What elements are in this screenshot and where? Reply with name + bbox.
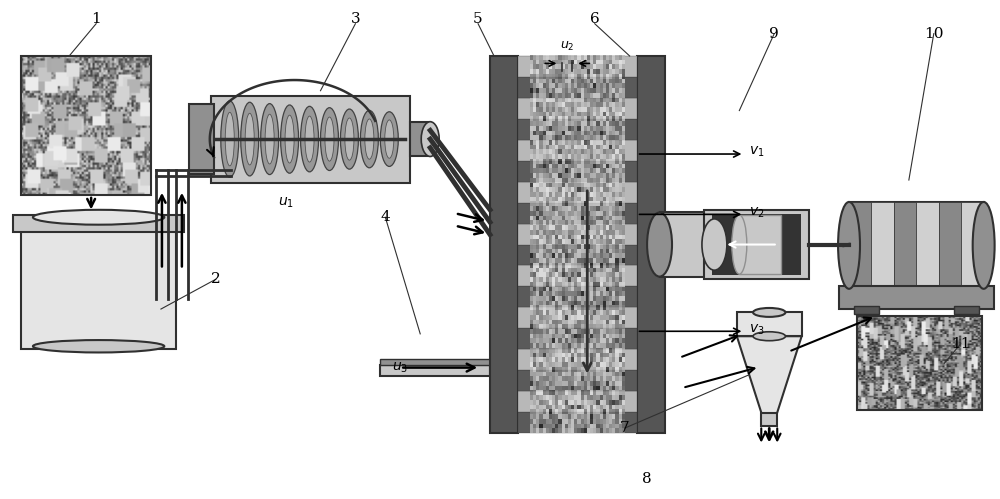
Ellipse shape bbox=[838, 202, 860, 289]
Bar bbox=[211, 96, 410, 183]
Bar bbox=[961, 202, 984, 289]
Text: $v_1$: $v_1$ bbox=[749, 145, 765, 159]
Ellipse shape bbox=[281, 105, 299, 173]
Ellipse shape bbox=[285, 115, 294, 163]
Bar bbox=[660, 213, 714, 276]
Bar bbox=[518, 391, 637, 412]
Bar bbox=[518, 98, 637, 119]
Ellipse shape bbox=[241, 102, 259, 176]
Bar bbox=[854, 306, 879, 313]
Bar bbox=[637, 56, 665, 433]
Text: 5: 5 bbox=[473, 12, 483, 26]
Text: 9: 9 bbox=[769, 26, 779, 40]
Bar bbox=[739, 215, 781, 274]
Bar bbox=[871, 202, 894, 289]
Bar bbox=[21, 220, 176, 349]
Text: 6: 6 bbox=[590, 12, 600, 26]
Text: 3: 3 bbox=[351, 12, 360, 26]
Ellipse shape bbox=[345, 118, 354, 160]
Ellipse shape bbox=[340, 109, 358, 169]
Bar bbox=[518, 182, 637, 203]
Text: $u_1$: $u_1$ bbox=[278, 195, 294, 210]
Ellipse shape bbox=[365, 119, 374, 159]
Ellipse shape bbox=[245, 113, 254, 165]
Bar bbox=[518, 161, 637, 182]
Bar bbox=[704, 210, 809, 279]
Ellipse shape bbox=[325, 117, 334, 161]
Bar bbox=[518, 77, 637, 98]
Bar bbox=[21, 56, 151, 195]
Ellipse shape bbox=[33, 210, 164, 225]
Bar bbox=[954, 306, 979, 313]
Bar bbox=[410, 122, 430, 157]
Bar bbox=[712, 214, 801, 275]
Bar bbox=[518, 328, 637, 349]
Bar bbox=[849, 202, 984, 289]
Bar bbox=[857, 316, 982, 411]
Text: 4: 4 bbox=[380, 210, 390, 224]
Ellipse shape bbox=[221, 101, 239, 177]
Text: 11: 11 bbox=[951, 337, 970, 351]
Ellipse shape bbox=[360, 110, 378, 168]
Bar bbox=[939, 202, 961, 289]
Ellipse shape bbox=[305, 116, 314, 162]
Ellipse shape bbox=[753, 332, 785, 341]
Bar bbox=[518, 56, 637, 77]
Bar bbox=[849, 202, 871, 289]
Ellipse shape bbox=[380, 112, 398, 167]
Ellipse shape bbox=[732, 215, 747, 274]
Text: 2: 2 bbox=[211, 272, 221, 286]
Text: 8: 8 bbox=[642, 472, 651, 486]
Ellipse shape bbox=[225, 112, 234, 166]
Bar bbox=[518, 412, 637, 433]
Bar bbox=[189, 104, 214, 174]
Ellipse shape bbox=[753, 308, 785, 317]
Ellipse shape bbox=[265, 114, 274, 164]
Bar bbox=[894, 202, 916, 289]
Bar bbox=[518, 265, 637, 286]
Bar bbox=[737, 312, 802, 336]
Bar bbox=[380, 359, 490, 365]
Bar bbox=[518, 140, 637, 161]
Bar bbox=[518, 224, 637, 245]
Ellipse shape bbox=[421, 122, 439, 157]
Text: $u_3$: $u_3$ bbox=[392, 360, 408, 375]
Ellipse shape bbox=[261, 104, 279, 175]
Ellipse shape bbox=[973, 202, 995, 289]
Bar bbox=[380, 365, 490, 376]
Ellipse shape bbox=[33, 340, 164, 352]
Ellipse shape bbox=[647, 213, 672, 276]
Ellipse shape bbox=[320, 108, 338, 171]
Bar bbox=[916, 202, 939, 289]
Ellipse shape bbox=[301, 106, 319, 172]
Bar bbox=[839, 286, 994, 309]
Ellipse shape bbox=[702, 219, 727, 270]
Bar bbox=[518, 349, 637, 370]
Polygon shape bbox=[737, 336, 802, 413]
Bar bbox=[518, 119, 637, 140]
Text: $v_3$: $v_3$ bbox=[749, 322, 765, 337]
Ellipse shape bbox=[385, 120, 394, 158]
Text: $u_2$: $u_2$ bbox=[560, 40, 575, 53]
Bar bbox=[518, 307, 637, 328]
Text: 7: 7 bbox=[620, 421, 629, 435]
Bar bbox=[518, 286, 637, 307]
Bar bbox=[13, 215, 184, 232]
Bar bbox=[490, 56, 518, 433]
Bar bbox=[761, 413, 777, 426]
Text: 1: 1 bbox=[91, 12, 101, 26]
Bar bbox=[518, 245, 637, 265]
Text: 10: 10 bbox=[924, 26, 944, 40]
Text: $v_2$: $v_2$ bbox=[749, 205, 765, 220]
Bar bbox=[518, 203, 637, 224]
Bar bbox=[518, 370, 637, 391]
